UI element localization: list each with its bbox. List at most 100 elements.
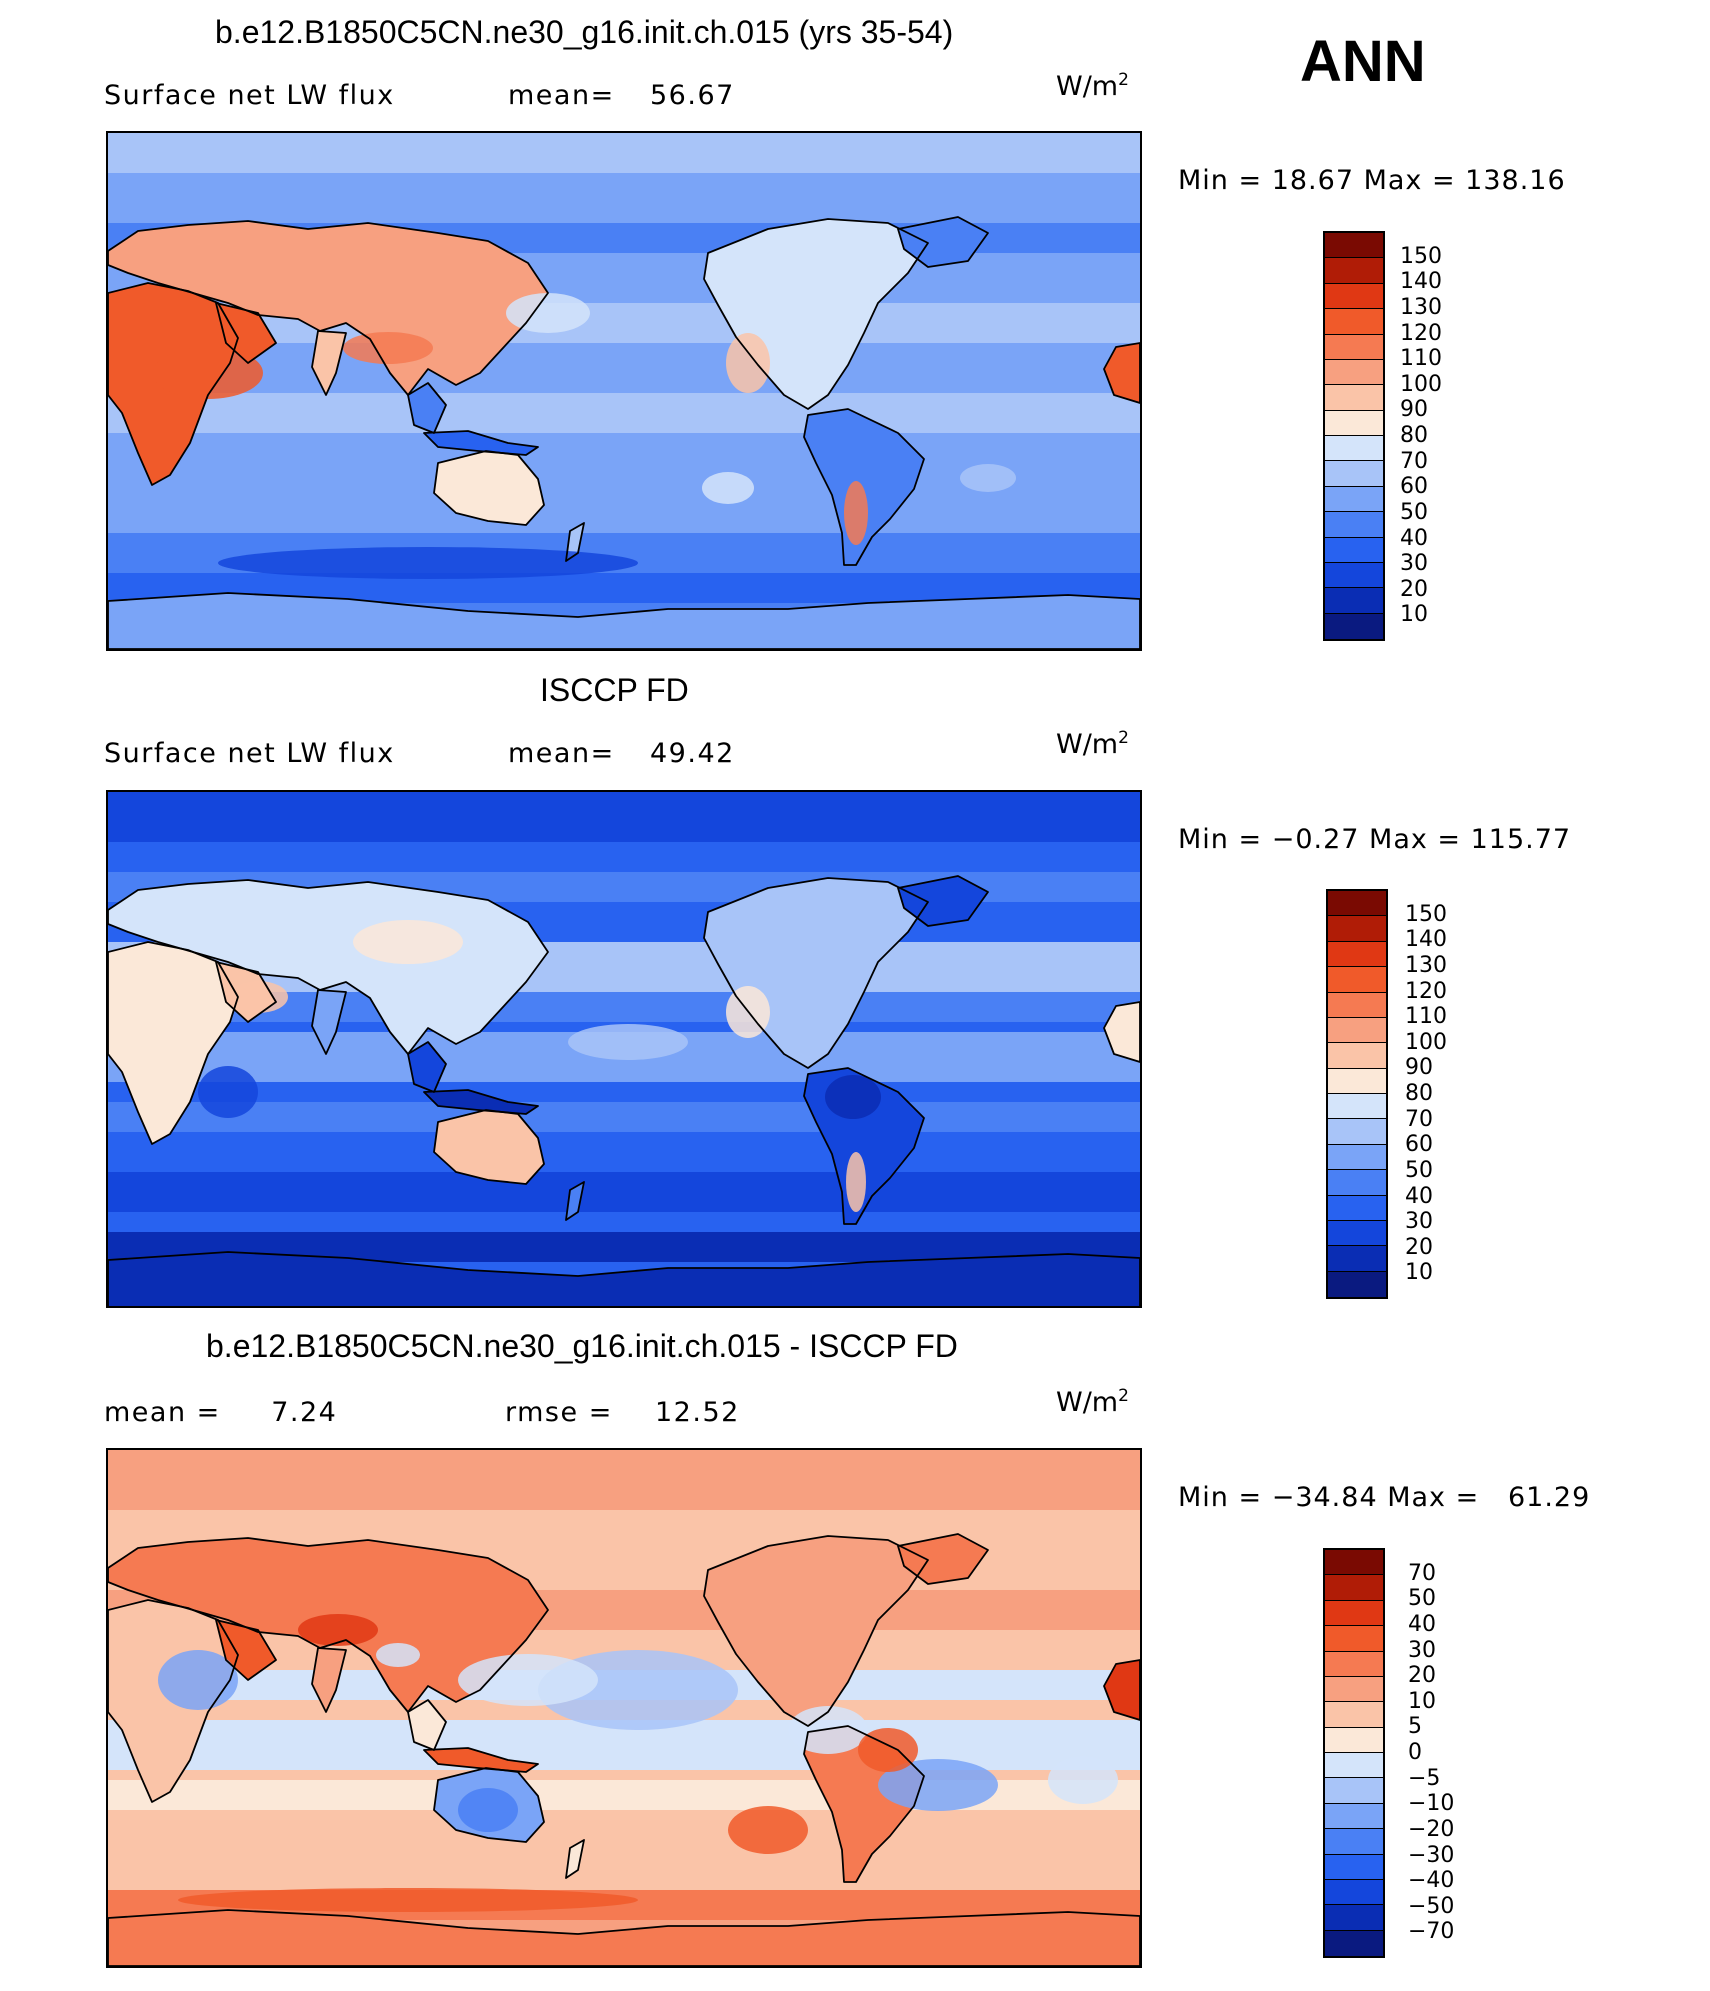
map-land-fill-westafrica (1104, 1660, 1140, 1720)
colorbar-label: 70 (1405, 1106, 1433, 1132)
map-coastline-arabia (215, 302, 277, 364)
colorbar-swatch (1325, 512, 1383, 538)
colorbar-swatch (1328, 891, 1386, 917)
colorbar-label: 60 (1405, 1132, 1433, 1158)
colorbar-swatch (1328, 1119, 1386, 1145)
colorbar-label: 80 (1400, 423, 1428, 448)
colorbar-label: 60 (1400, 474, 1428, 500)
map-coastline-seasia (407, 1041, 447, 1093)
panel-3-map (106, 1448, 1142, 1968)
map-land-fill-antarctica (108, 1252, 1140, 1306)
colorbar-label: 20 (1405, 1234, 1433, 1260)
colorbar-swatch (1328, 1220, 1386, 1247)
colorbar-swatch (1325, 1727, 1383, 1753)
colorbar-label: 120 (1400, 320, 1442, 346)
colorbar-label: −30 (1408, 1842, 1455, 1868)
panel-3-colorbar (1323, 1548, 1385, 1958)
colorbar-label: 100 (1400, 371, 1442, 397)
map-coastline-westafrica (1103, 1001, 1140, 1063)
map-coastline-seasia (407, 1699, 447, 1751)
map-contour-region (153, 347, 263, 399)
map-coastline-eurasia (108, 220, 549, 396)
colorbar-label: 150 (1405, 901, 1447, 927)
colorbar-label: 20 (1408, 1663, 1436, 1689)
colorbar-swatch (1325, 1803, 1383, 1830)
colorbar-swatch (1325, 410, 1383, 436)
colorbar-swatch (1325, 1854, 1383, 1880)
colorbar-label: 10 (1400, 602, 1428, 628)
colorbar-swatch (1325, 461, 1383, 487)
panel-1-unit: W/m2 (1056, 70, 1129, 102)
map-land-fill-eurasia (108, 880, 548, 1054)
panel-3-rmse-label: rmse = (505, 1397, 613, 1428)
colorbar-swatch (1325, 283, 1383, 310)
map-contour-region (878, 1759, 998, 1811)
panel-2-title: ISCCP FD (540, 672, 689, 708)
map-land-fill-africa (108, 942, 238, 1144)
map-coastline-india (311, 330, 347, 396)
map-coastline-australia (433, 450, 545, 526)
map-coastline-samerica (803, 1725, 925, 1883)
map-coastline-greenland (897, 1533, 989, 1585)
panel-3-title: b.e12.B1850C5CN.ne30_g16.init.ch.015 - I… (206, 1328, 958, 1364)
colorbar-label: −20 (1408, 1816, 1455, 1842)
map-contour-region (844, 481, 868, 545)
map-coastline-greenland (897, 875, 989, 927)
colorbar-label: 30 (1405, 1209, 1433, 1235)
map-coastline-australia (433, 1767, 545, 1843)
colorbar-swatch (1328, 1068, 1386, 1094)
colorbar-swatch (1325, 1930, 1383, 1956)
colorbar-label: −70 (1408, 1919, 1455, 1945)
map-land-fill-westafrica (1104, 343, 1140, 403)
map-contour-region (788, 1706, 868, 1754)
map-contour-region (298, 1614, 378, 1646)
colorbar-label: 140 (1400, 269, 1442, 295)
colorbar-label: −10 (1408, 1791, 1455, 1817)
map-land-fill-india (312, 331, 346, 395)
panel-1-colorbar (1323, 231, 1385, 641)
colorbar-label: 10 (1405, 1260, 1433, 1286)
map-contour-region (858, 1728, 918, 1772)
colorbar-label: 40 (1405, 1183, 1433, 1209)
map-coastline-arabia (215, 961, 277, 1023)
map-coastline-australia (433, 1109, 545, 1185)
colorbar-label: 90 (1400, 397, 1428, 423)
map-coastline-africa (108, 941, 239, 1145)
colorbar-label: 150 (1400, 243, 1442, 269)
colorbar-label: 50 (1405, 1157, 1433, 1183)
colorbar-swatch (1328, 1094, 1386, 1120)
map-contour-region (506, 293, 590, 333)
panel-3-minmax: Min = −34.84 Max = 61.29 (1178, 1482, 1591, 1513)
colorbar-swatch (1325, 1702, 1383, 1728)
colorbar-label: 70 (1408, 1560, 1436, 1586)
map-contour-region (178, 1888, 638, 1912)
panel-3-mean-label: mean = 7.24 (104, 1397, 338, 1428)
colorbar-swatch (1325, 1651, 1383, 1677)
map-latitude-band (108, 433, 1140, 473)
colorbar-label: 80 (1405, 1081, 1433, 1106)
map-land-fill-antarctica (108, 1910, 1140, 1966)
colorbar-swatch (1325, 1550, 1383, 1576)
colorbar-label: 130 (1405, 952, 1447, 978)
map-coastline-samerica (803, 1067, 925, 1225)
colorbar-swatch (1328, 1246, 1386, 1272)
colorbar-label: −40 (1408, 1868, 1455, 1894)
map-land-fill-indonesia (424, 1748, 538, 1772)
map-coastline-india (311, 1647, 347, 1713)
map-contour-region (960, 464, 1016, 492)
map-land-fill-samerica (804, 409, 924, 565)
map-coastline-newzealand (565, 1839, 585, 1879)
colorbar-label: 110 (1400, 346, 1442, 372)
colorbar-swatch (1328, 916, 1386, 942)
panel-2-unit: W/m2 (1056, 728, 1129, 760)
colorbar-label: 140 (1405, 927, 1447, 953)
map-coastline-namerica (703, 1535, 929, 1727)
colorbar-swatch (1328, 967, 1386, 993)
map-contour-region (458, 1654, 598, 1706)
map-contour-region (458, 1788, 518, 1832)
season-label: ANN (1300, 29, 1426, 94)
colorbar-swatch (1328, 1195, 1386, 1221)
map-coastline-greenland (897, 216, 989, 268)
map-land-fill-india (312, 990, 346, 1054)
colorbar-label: 90 (1405, 1055, 1433, 1081)
